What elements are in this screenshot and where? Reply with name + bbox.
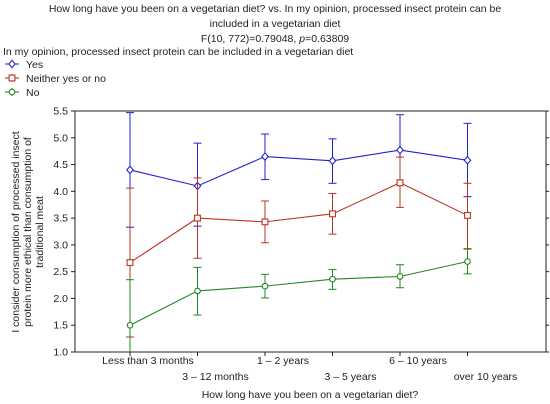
data-point: [328, 156, 337, 166]
data-point: [396, 145, 404, 155]
legend: Yes Neither yes or no No: [5, 59, 106, 99]
y-tick-label: 4.5: [53, 159, 68, 171]
y-axis: 1.0 1.5 2.0 2.5 3.0 3.5 4.0 4.5 5.0 5.5: [53, 106, 549, 359]
x-axis: Less than 3 months 3 – 12 months 1 – 2 yea…: [102, 352, 517, 383]
series-3: [126, 248, 472, 352]
data-point: [261, 151, 269, 162]
data-point: [261, 282, 269, 290]
series-line: [129, 260, 468, 326]
y-tick-label: 3.0: [53, 239, 68, 251]
data-point: [329, 210, 336, 218]
x-tick-label: over 10 years: [454, 371, 518, 383]
y-axis-label-line-2: protein more ethical than consumption of: [22, 137, 34, 327]
x-tick-label: 1 – 2 years: [257, 355, 309, 367]
legend-label: Yes: [26, 59, 43, 71]
legend-marker: [8, 88, 16, 96]
series-layer: [126, 112, 472, 352]
data-point: [329, 275, 336, 283]
data-point: [463, 155, 472, 165]
y-axis-label-line-1: I consider consumption of processed inse…: [10, 131, 22, 332]
y-tick-label: 4.0: [53, 186, 68, 198]
y-tick-label: 5.5: [53, 106, 68, 118]
chart-title-line-2: included in a vegetarian diet: [210, 18, 341, 30]
x-tick-label: Less than 3 months: [102, 355, 194, 367]
y-tick-label: 1.0: [53, 347, 68, 359]
stat-prefix: F(10, 772)=0.79048,: [201, 33, 299, 45]
chart-title-line-1: How long have you been on a vegetarian d…: [49, 3, 502, 15]
data-point: [396, 179, 404, 187]
data-point: [464, 258, 471, 265]
data-point: [396, 273, 404, 280]
data-point: [126, 321, 134, 329]
legend-title: In my opinion, processed insect protein …: [3, 46, 353, 58]
y-axis-label: I consider consumption of processed inse…: [10, 131, 46, 332]
data-point: [464, 211, 471, 219]
series-1: [126, 112, 472, 228]
y-tick-label: 1.5: [53, 320, 68, 332]
series-2: [126, 156, 472, 338]
series-line: [129, 149, 468, 187]
stat-suffix: =0.63809: [305, 33, 349, 45]
x-tick-label: 3 – 12 months: [182, 371, 249, 383]
y-tick-label: 5.0: [53, 132, 68, 144]
x-tick-label: 3 – 5 years: [325, 371, 377, 383]
chart-stat-line: F(10, 772)=0.79048, p=0.63809: [201, 33, 349, 45]
data-point: [126, 259, 134, 267]
legend-label: Neither yes or no: [26, 73, 106, 85]
y-axis-label-line-3: traditional meat: [34, 196, 46, 268]
legend-marker: [8, 74, 16, 82]
data-point: [261, 218, 269, 226]
legend-label: No: [26, 87, 40, 99]
data-point: [194, 214, 201, 222]
y-tick-label: 2.0: [53, 293, 68, 305]
x-axis-label: How long have you been on a vegetarian d…: [202, 389, 419, 401]
legend-item: Yes: [5, 59, 43, 71]
plot-frame: [74, 110, 547, 353]
legend-item: Neither yes or no: [5, 73, 106, 85]
x-tick-label: 6 – 10 years: [389, 355, 447, 367]
stat-p-symbol: p: [298, 33, 305, 45]
series-line: [129, 182, 468, 264]
y-tick-label: 3.5: [53, 213, 68, 225]
y-tick-label: 2.5: [53, 266, 68, 278]
legend-item: No: [5, 87, 40, 99]
legend-marker: [8, 59, 16, 69]
data-point: [194, 287, 201, 295]
data-point: [126, 165, 134, 175]
